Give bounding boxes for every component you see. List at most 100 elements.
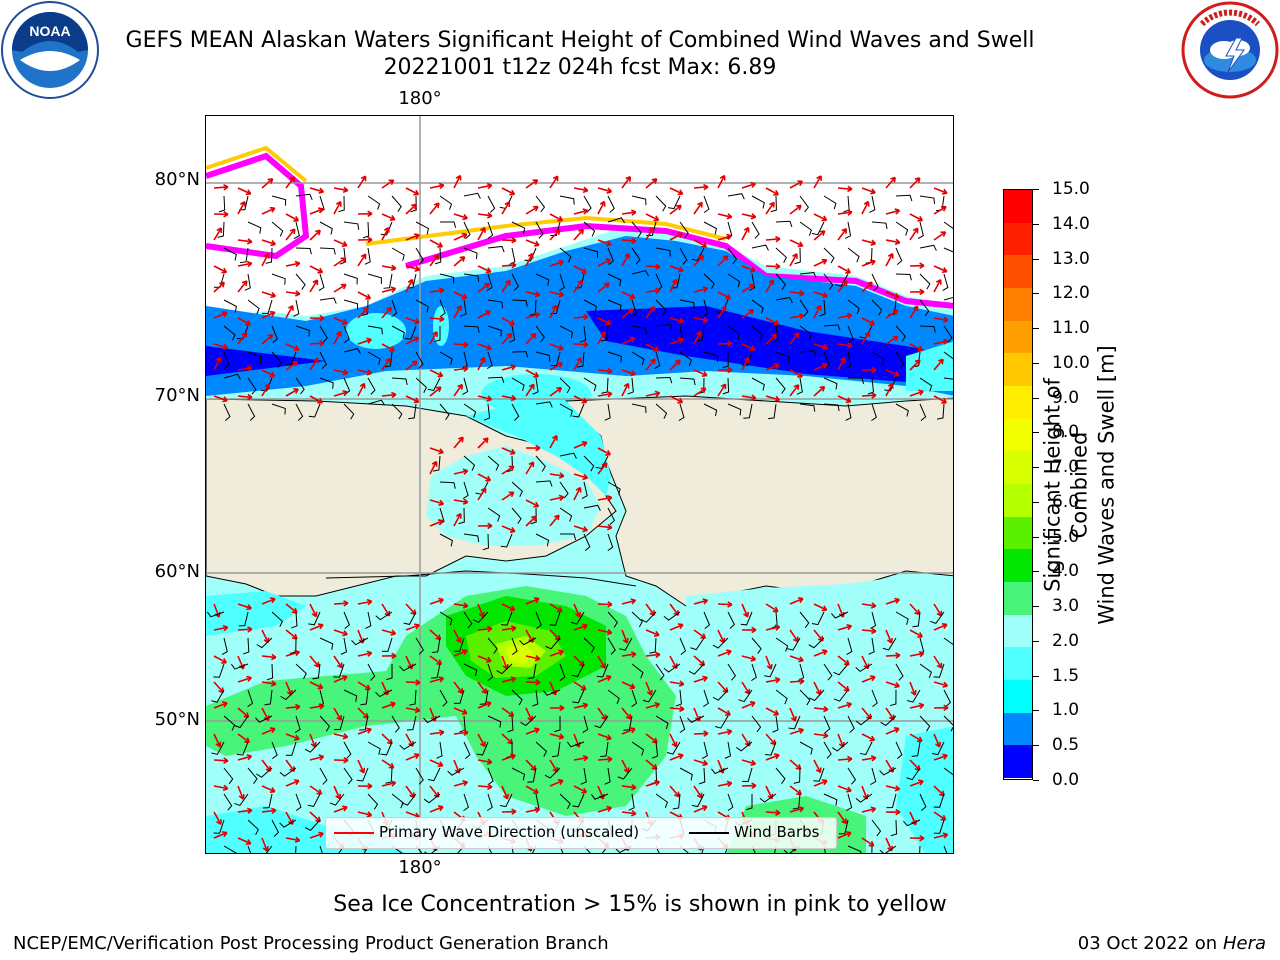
wave-arrow-head xyxy=(580,684,587,691)
wave-arrow-head xyxy=(774,624,781,631)
wave-direction-arrow xyxy=(573,655,585,667)
colorbar-tick-label: 12.0 xyxy=(1052,283,1090,304)
wave-direction-arrow xyxy=(429,317,445,321)
wave-direction-arrow xyxy=(597,525,612,529)
wave-direction-arrow xyxy=(237,733,250,743)
wave-arrow-head xyxy=(629,336,636,343)
wave-direction-arrow xyxy=(357,307,369,319)
wind-barb xyxy=(623,715,633,731)
wave-direction-arrow xyxy=(429,805,444,813)
wind-barb xyxy=(943,221,953,236)
wave-arrow-head xyxy=(887,382,894,389)
wind-barb xyxy=(559,377,571,394)
wind-barb xyxy=(880,715,897,727)
wave-direction-arrow xyxy=(501,447,516,455)
wave-direction-arrow xyxy=(525,179,538,189)
wave-direction-arrow xyxy=(405,395,419,403)
wave-direction-arrow xyxy=(741,395,756,400)
wave-arrow-head xyxy=(743,226,750,233)
wind-barb xyxy=(590,793,609,800)
wave-arrow-head xyxy=(845,831,852,838)
wave-direction-arrow xyxy=(837,357,846,371)
wave-arrow-head xyxy=(461,293,468,300)
wave-direction-arrow xyxy=(597,258,611,267)
wave-arrow-head xyxy=(822,343,828,351)
wind-barb xyxy=(607,195,615,213)
wave-direction-arrow xyxy=(789,291,804,295)
wave-arrow-head xyxy=(606,805,612,813)
wave-arrow-head xyxy=(293,215,299,222)
wave-arrow-head xyxy=(342,389,349,397)
wave-direction-arrow xyxy=(669,395,683,404)
wind-barb xyxy=(262,299,273,314)
colorbar-tick-label: 13.0 xyxy=(1052,248,1090,269)
wave-arrow-head xyxy=(246,675,252,682)
wave-arrow-head xyxy=(366,811,373,818)
wave-direction-arrow xyxy=(309,655,320,668)
wind-barb xyxy=(439,403,450,420)
wave-arrow-head xyxy=(871,392,877,399)
wind-barb xyxy=(487,767,494,786)
wave-arrow-head xyxy=(749,701,756,708)
wave-direction-arrow xyxy=(309,208,324,215)
wind-barb xyxy=(527,767,537,783)
wave-arrow-head xyxy=(508,465,515,472)
wave-direction-arrow xyxy=(285,603,298,614)
wave-direction-arrow xyxy=(693,202,703,215)
wind-barb xyxy=(886,793,897,809)
wave-arrow-head xyxy=(335,330,342,337)
wind-barb xyxy=(436,741,443,759)
wind-barb xyxy=(572,689,585,704)
wave-direction-arrow xyxy=(621,239,637,242)
ice-edge-west xyxy=(206,152,310,260)
wind-barb xyxy=(751,244,769,251)
wind-barb xyxy=(308,403,321,418)
wind-barb xyxy=(319,221,333,235)
wave-direction-arrow xyxy=(549,213,563,222)
wave-arrow-head xyxy=(578,228,585,235)
wave-arrow-head xyxy=(558,259,564,266)
wave-direction-arrow xyxy=(597,447,611,456)
wave-arrow-head xyxy=(479,356,486,363)
wave-direction-arrow xyxy=(933,358,944,371)
wind-barb xyxy=(509,247,516,265)
colorbar-tick-label: 4.0 xyxy=(1052,561,1080,582)
wave-arrow-head xyxy=(485,701,492,708)
wind-barb xyxy=(655,845,660,853)
wave-arrow-head xyxy=(598,793,605,800)
wave-direction-arrow xyxy=(789,707,797,722)
wave-direction-arrow xyxy=(309,705,324,709)
wind-barb xyxy=(294,715,301,734)
wind-barb xyxy=(295,377,305,395)
wave-direction-arrow xyxy=(237,317,251,326)
wind-barb xyxy=(511,403,520,421)
wave-arrow-head xyxy=(815,304,822,311)
wave-direction-arrow xyxy=(573,756,588,761)
wave-arrow-head xyxy=(606,734,612,741)
wind-barb xyxy=(439,195,453,210)
wave-direction-arrow xyxy=(861,239,876,245)
wave-direction-arrow xyxy=(837,681,850,692)
wind-barb xyxy=(406,715,417,731)
wind-barb xyxy=(271,611,284,627)
wave-direction-arrow xyxy=(837,187,853,191)
wave-direction-arrow xyxy=(357,728,372,735)
wave-arrow-head xyxy=(508,711,515,717)
wind-barb xyxy=(735,741,753,752)
wave-direction-arrow xyxy=(477,785,493,788)
wave-direction-arrow xyxy=(669,733,677,747)
wave-direction-arrow xyxy=(933,785,945,797)
colorbar-tick-label: 1.5 xyxy=(1052,665,1080,686)
footer-date-text: 03 Oct 2022 on xyxy=(1077,933,1223,954)
wind-barb xyxy=(775,767,786,784)
wind-barb xyxy=(439,689,448,707)
wave-direction-arrow xyxy=(861,733,875,741)
wave-direction-arrow xyxy=(717,650,732,657)
wind-barb xyxy=(240,247,249,264)
footer-date: 03 Oct 2022 on Hera xyxy=(1078,933,1266,954)
wave-arrow-head xyxy=(362,307,369,314)
wave-direction-arrow xyxy=(909,305,919,319)
wave-arrow-head xyxy=(918,389,924,396)
wave-direction-arrow xyxy=(381,781,396,787)
wave-arrow-head xyxy=(245,319,251,326)
